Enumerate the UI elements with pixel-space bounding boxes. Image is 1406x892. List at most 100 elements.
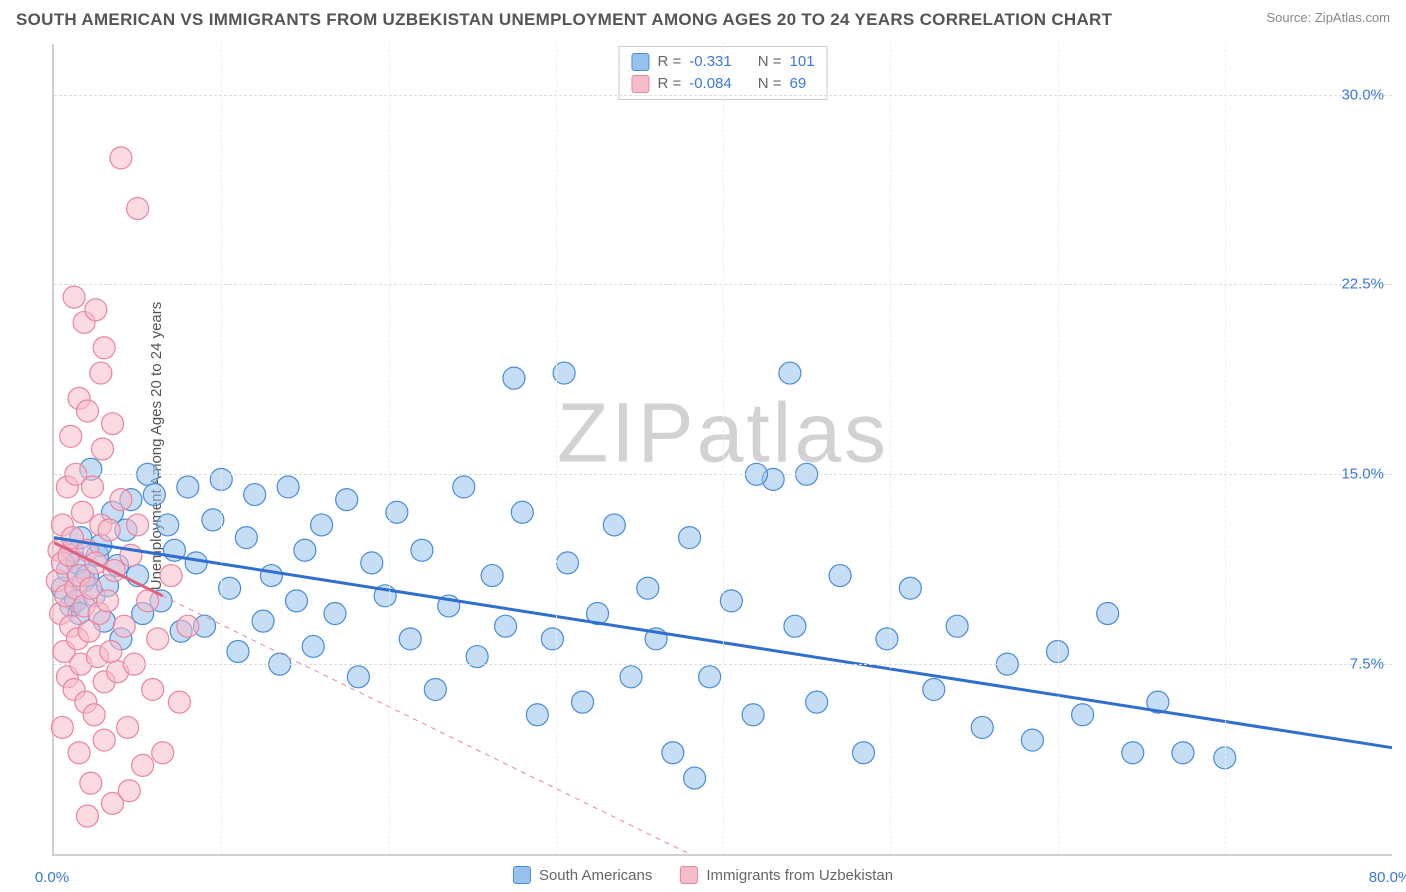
scatter-point — [117, 716, 139, 738]
scatter-point — [1172, 742, 1194, 764]
stat-n-value: 101 — [790, 51, 815, 73]
scatter-point — [503, 367, 525, 389]
chart-plot-area: ZIPatlas R = -0.331N = 101R = -0.084N = … — [52, 44, 1392, 856]
scatter-point — [453, 476, 475, 498]
scatter-point — [185, 552, 207, 574]
scatter-point — [1097, 603, 1119, 625]
scatter-point — [177, 615, 199, 637]
scatter-point — [662, 742, 684, 764]
scatter-point — [113, 615, 135, 637]
scatter-point — [481, 565, 503, 587]
scatter-point — [829, 565, 851, 587]
scatter-point — [81, 476, 103, 498]
scatter-point — [85, 299, 107, 321]
scatter-point — [495, 615, 517, 637]
scatter-point — [143, 484, 165, 506]
grid-line-v — [1058, 44, 1059, 854]
scatter-point — [110, 489, 132, 511]
stat-n-label: N = — [758, 73, 782, 95]
scatter-point — [541, 628, 563, 650]
scatter-point — [160, 565, 182, 587]
scatter-point — [684, 767, 706, 789]
scatter-point — [51, 716, 73, 738]
scatter-point — [311, 514, 333, 536]
grid-line-v — [1225, 44, 1226, 854]
scatter-point — [102, 413, 124, 435]
grid-line-v — [556, 44, 557, 854]
scatter-point — [118, 780, 140, 802]
stat-n-label: N = — [758, 51, 782, 73]
scatter-point — [142, 678, 164, 700]
scatter-point — [411, 539, 433, 561]
scatter-point — [1122, 742, 1144, 764]
scatter-point — [177, 476, 199, 498]
scatter-point — [779, 362, 801, 384]
scatter-point — [1021, 729, 1043, 751]
scatter-point — [1072, 704, 1094, 726]
scatter-point — [399, 628, 421, 650]
scatter-point — [923, 678, 945, 700]
scatter-point — [876, 628, 898, 650]
scatter-point — [92, 438, 114, 460]
scatter-point — [336, 489, 358, 511]
stat-r-label: R = — [657, 51, 681, 73]
scatter-point — [572, 691, 594, 713]
scatter-point — [679, 527, 701, 549]
scatter-point — [63, 286, 85, 308]
x-tick-label: 80.0% — [1369, 869, 1406, 886]
scatter-point — [76, 400, 98, 422]
series-legend: South AmericansImmigrants from Uzbekista… — [513, 866, 893, 884]
scatter-point — [946, 615, 968, 637]
stat-n-value: 69 — [790, 73, 807, 95]
stat-r-value: -0.331 — [689, 51, 732, 73]
scatter-point — [147, 628, 169, 650]
scatter-point — [132, 754, 154, 776]
scatter-point — [277, 476, 299, 498]
stat-r-value: -0.084 — [689, 73, 732, 95]
y-tick-label: 30.0% — [1341, 86, 1384, 103]
scatter-point — [294, 539, 316, 561]
legend-series-label: South Americans — [539, 867, 652, 884]
y-tick-label: 22.5% — [1341, 276, 1384, 293]
scatter-point — [110, 147, 132, 169]
scatter-point — [235, 527, 257, 549]
scatter-point — [302, 635, 324, 657]
legend-swatch — [631, 53, 649, 71]
scatter-point — [168, 691, 190, 713]
scatter-point — [424, 678, 446, 700]
scatter-point — [637, 577, 659, 599]
scatter-point — [806, 691, 828, 713]
scatter-point — [97, 590, 119, 612]
scatter-point — [347, 666, 369, 688]
scatter-point — [324, 603, 346, 625]
scatter-point — [286, 590, 308, 612]
chart-title: SOUTH AMERICAN VS IMMIGRANTS FROM UZBEKI… — [16, 10, 1112, 30]
scatter-point — [227, 641, 249, 663]
source-label: Source: ZipAtlas.com — [1266, 10, 1390, 25]
scatter-point — [852, 742, 874, 764]
scatter-point — [83, 704, 105, 726]
scatter-point — [526, 704, 548, 726]
scatter-point — [784, 615, 806, 637]
y-tick-label: 7.5% — [1350, 656, 1384, 673]
scatter-point — [93, 337, 115, 359]
scatter-point — [68, 742, 90, 764]
grid-line-v — [221, 44, 222, 854]
scatter-point — [100, 641, 122, 663]
scatter-point — [620, 666, 642, 688]
legend-swatch — [513, 866, 531, 884]
legend-swatch — [631, 75, 649, 93]
scatter-point — [899, 577, 921, 599]
grid-line-v — [723, 44, 724, 854]
scatter-point — [603, 514, 625, 536]
scatter-point — [76, 805, 98, 827]
scatter-point — [157, 514, 179, 536]
scatter-point — [244, 484, 266, 506]
scatter-point — [127, 198, 149, 220]
stat-r-label: R = — [657, 73, 681, 95]
scatter-point — [152, 742, 174, 764]
x-tick-label: 0.0% — [35, 869, 69, 886]
scatter-point — [556, 552, 578, 574]
legend-swatch — [680, 866, 698, 884]
scatter-point — [699, 666, 721, 688]
